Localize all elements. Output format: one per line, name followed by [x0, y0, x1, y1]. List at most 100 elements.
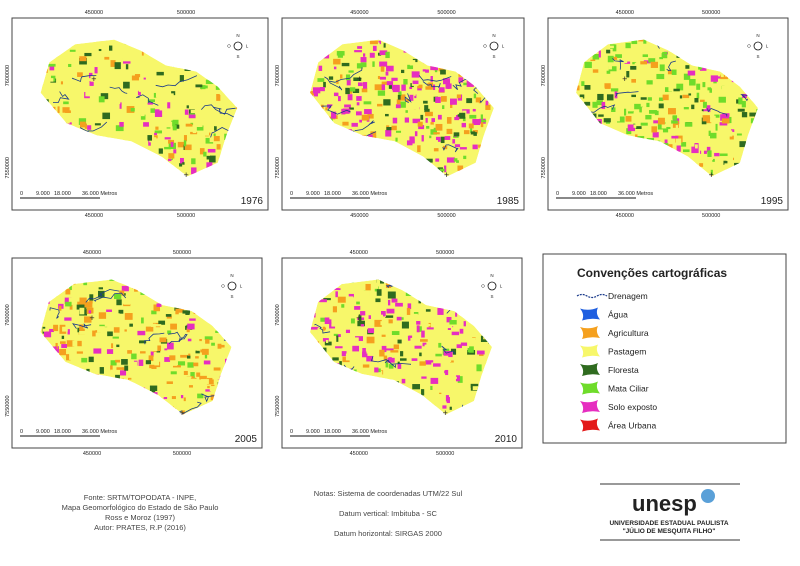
land-patch — [647, 97, 652, 101]
land-patch — [696, 92, 700, 99]
land-patch — [591, 53, 600, 60]
land-patch — [627, 111, 634, 114]
x-coord-label: 500000 — [437, 213, 455, 219]
land-patch — [140, 351, 146, 354]
land-patch — [79, 307, 85, 315]
land-patch — [156, 71, 164, 76]
land-patch — [731, 127, 735, 133]
land-patch — [323, 298, 331, 301]
land-patch — [684, 122, 693, 127]
land-patch — [425, 69, 429, 73]
land-patch — [430, 66, 438, 71]
land-patch — [175, 377, 183, 384]
compass-letter: S — [230, 294, 233, 299]
map-year: 2005 — [235, 434, 258, 445]
land-patch — [153, 92, 157, 98]
land-patch — [158, 148, 163, 154]
land-patch — [89, 87, 95, 91]
land-patch — [160, 395, 167, 400]
land-patch — [48, 63, 56, 67]
land-patch — [687, 117, 690, 122]
land-patch — [669, 80, 678, 85]
land-patch — [720, 74, 729, 80]
land-patch — [697, 136, 701, 139]
land-patch — [112, 336, 119, 339]
land-patch — [78, 302, 87, 309]
land-patch — [469, 337, 476, 342]
land-patch — [401, 321, 409, 329]
land-patch — [430, 377, 439, 384]
land-patch — [98, 290, 105, 298]
land-patch — [195, 122, 203, 128]
land-patch — [61, 344, 67, 348]
land-patch — [75, 298, 80, 305]
land-patch — [470, 379, 476, 382]
x-coord-label: 500000 — [436, 451, 454, 457]
land-patch — [78, 118, 87, 126]
land-patch — [448, 351, 453, 358]
land-patch — [363, 290, 370, 297]
land-patch — [444, 370, 447, 374]
land-patch — [700, 99, 705, 102]
land-patch — [200, 85, 206, 90]
land-patch — [691, 104, 695, 110]
land-patch — [438, 87, 445, 93]
land-patch — [194, 87, 202, 90]
land-patch — [430, 385, 433, 390]
land-patch — [664, 83, 673, 86]
land-patch — [367, 44, 373, 52]
land-patch — [392, 117, 398, 124]
land-patch — [428, 82, 434, 89]
land-patch — [603, 118, 611, 123]
land-patch — [397, 363, 402, 369]
land-patch — [193, 362, 199, 367]
drainage — [666, 60, 677, 72]
land-patch — [411, 377, 416, 381]
land-patch — [215, 330, 220, 333]
land-patch — [94, 318, 98, 322]
land-patch — [457, 369, 465, 376]
scale-label: 36.000 Metros — [82, 429, 117, 435]
land-patch — [604, 83, 611, 89]
land-patch — [185, 312, 190, 315]
land-patch — [182, 162, 185, 165]
land-patch — [88, 356, 94, 363]
land-patch — [205, 79, 214, 85]
scale-label: 0 — [290, 191, 293, 197]
land-patch — [381, 310, 386, 315]
land-patch — [409, 94, 414, 101]
land-patch — [658, 97, 664, 102]
x-coord-label: 450000 — [350, 213, 368, 219]
land-patch — [345, 353, 353, 361]
land-patch — [707, 150, 712, 157]
land-patch — [387, 357, 395, 363]
compass-letter: N — [236, 33, 239, 38]
land-patch — [383, 99, 391, 106]
land-patch — [691, 121, 698, 125]
land-patch — [146, 331, 154, 336]
land-patch — [433, 396, 437, 403]
land-patch — [426, 327, 434, 330]
land-patch — [386, 65, 394, 72]
land-patch — [187, 315, 192, 322]
land-patch — [96, 332, 100, 339]
land-patch — [164, 357, 171, 362]
x-coord-label: 450000 — [85, 213, 103, 219]
land-patch — [661, 123, 667, 129]
land-patch — [624, 61, 631, 64]
land-patch — [142, 70, 148, 78]
land-patch — [118, 370, 122, 375]
land-patch — [608, 66, 617, 72]
land-patch — [87, 125, 92, 130]
land-patch — [311, 319, 319, 326]
land-patch — [636, 46, 645, 50]
land-patch — [196, 140, 201, 145]
land-patch — [453, 132, 460, 137]
legend-swatch — [580, 418, 600, 432]
land-patch — [442, 405, 447, 409]
land-patch — [444, 136, 449, 140]
land-patch — [61, 335, 65, 339]
land-patch — [183, 370, 188, 375]
land-patch — [167, 330, 172, 334]
land-patch — [463, 321, 466, 327]
